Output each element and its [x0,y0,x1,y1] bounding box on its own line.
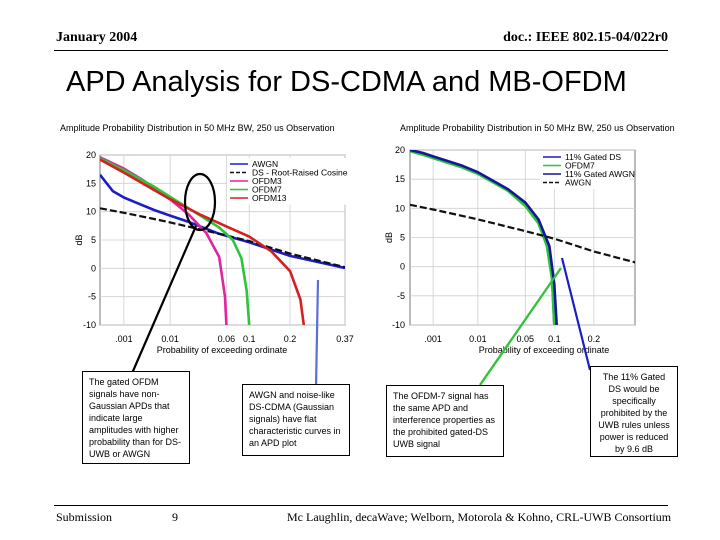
x-tick-label: 0.1 [243,334,256,344]
y-axis-label: dB [74,234,84,245]
y-tick-label: -5 [88,292,96,302]
y-tick-label: 5 [400,233,405,243]
header-doc-id: doc.: IEEE 802.15-04/022r0 [503,30,668,45]
legend-label: 11% Gated DS [565,152,621,162]
legend-box [227,158,359,205]
pointer-awgn [314,279,320,388]
y-tick-label: 5 [91,235,96,245]
pointer-gated [128,225,198,379]
x-tick-label: 0.01 [469,334,487,344]
y-axis-label: dB [384,232,394,243]
y-tick-label: 15 [86,178,96,188]
y-tick-label: 0 [400,262,405,272]
footer-submission: Submission [56,510,113,524]
x-tick-label: .001 [424,334,442,344]
pointer-ofdm7 [479,267,562,386]
y-tick-label: 20 [86,150,96,160]
callout-gated-ofdm: The gated OFDM signals have non-Gaussian… [82,371,190,464]
legend-label: AWGN [252,159,278,169]
callout-gated-ds: The 11% Gated DS would be specifically p… [590,366,678,457]
y-tick-label: -5 [397,291,405,301]
footer-authors: Mc Laughlin, decaWave; Welborn, Motorola… [287,510,672,524]
x-tick-label: .001 [115,334,133,344]
y-tick-label: -10 [392,320,405,330]
legend-label: DS - Root-Raised Cosine [252,168,348,178]
x-tick-label: 0.01 [161,334,179,344]
series-ofdm7 [410,150,556,325]
x-tick-label: 0.37 [336,334,354,344]
header-rule [54,50,668,51]
y-tick-label: 15 [395,174,405,184]
y-tick-label: 0 [91,263,96,273]
y-tick-label: -10 [83,320,96,330]
y-tick-label: 20 [395,145,405,155]
legend-label: OFDM3 [252,176,282,186]
x-axis-label: Probability of exceeding ordinate [479,345,610,355]
chart-2-title: Amplitude Probability Distribution in 50… [400,123,675,133]
legend-label: 11% Gated AWGN [565,169,635,179]
x-axis-label: Probability of exceeding ordinate [157,345,288,355]
x-tick-label: 0.05 [517,334,535,344]
pointer-gated-ds [560,257,592,371]
header-date: January 2004 [56,30,138,45]
x-tick-label: 0.06 [218,334,236,344]
footer-page-number: 9 [172,510,178,524]
series-awgn [410,203,635,264]
legend-label: OFDM7 [565,161,595,171]
callout-ofdm7: The OFDM-7 signal has the same APD and i… [386,385,504,457]
ofdm-knee-ellipse [183,172,217,232]
legend-label: OFDM7 [252,185,282,195]
y-tick-label: 10 [86,207,96,217]
x-tick-label: 0.1 [548,334,561,344]
legend-label: AWGN [565,178,591,188]
chart-1-title: Amplitude Probability Distribution in 50… [60,123,335,133]
x-tick-label: 0.2 [284,334,297,344]
legend-label: OFDM13 [252,193,287,203]
footer-rule [54,505,668,506]
series-11-gated-awgn [410,150,558,325]
y-tick-label: 10 [395,203,405,213]
series-ofdm13 [100,158,306,325]
callout-awgn-flat: AWGN and noise-like DS-CDMA (Gaussian si… [242,384,350,456]
slide-title: APD Analysis for DS-CDMA and MB-OFDM [66,66,627,98]
x-tick-label: 0.2 [588,334,601,344]
